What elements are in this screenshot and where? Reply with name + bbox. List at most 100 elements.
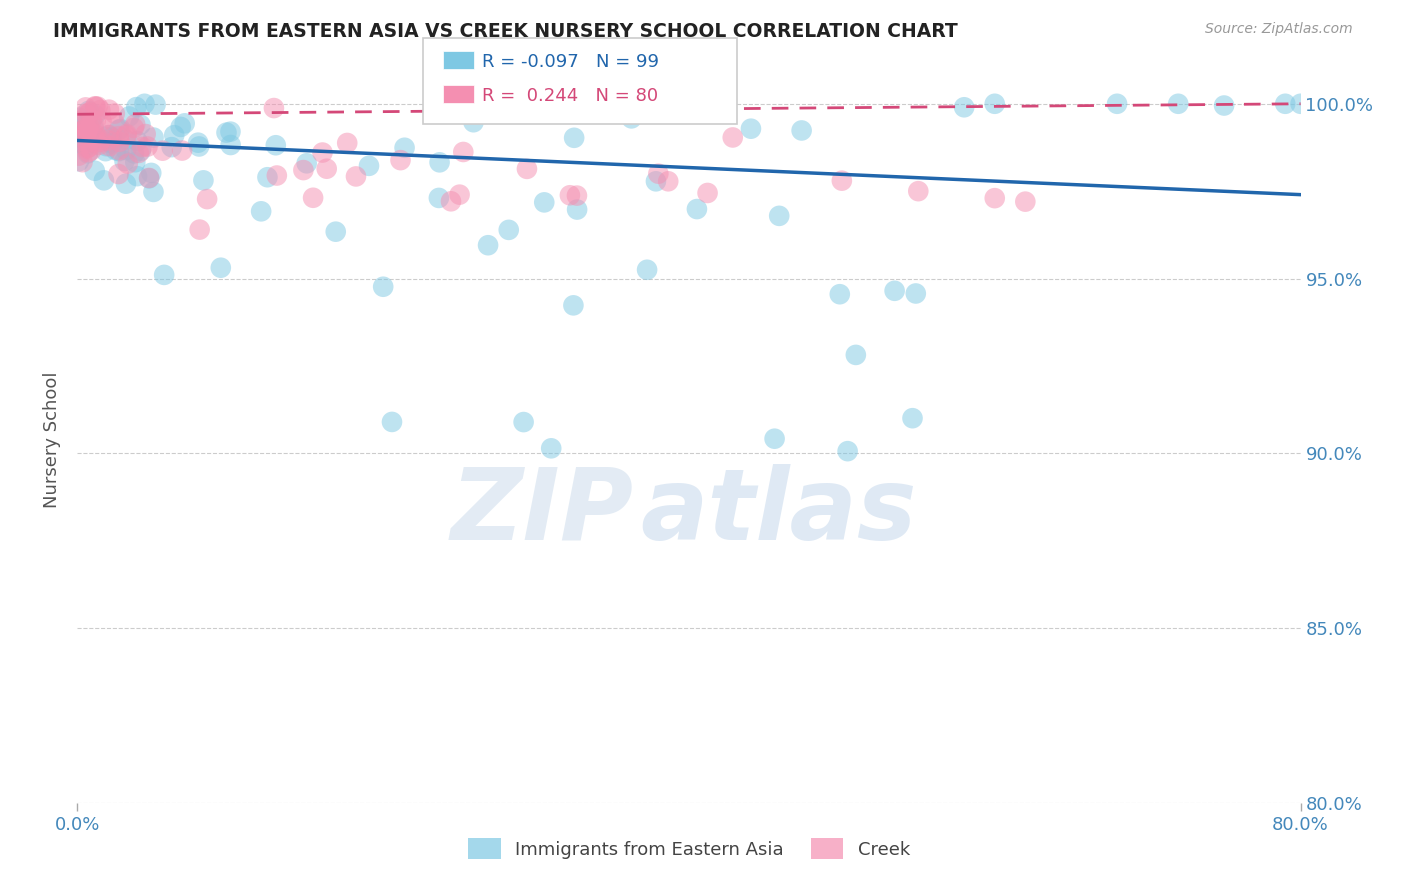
Point [1014, 194, 1036, 209]
Point [97, 128, 120, 142]
Point [562, 130, 585, 145]
Point [77, 145, 100, 160]
Point [1289, 96, 1312, 111]
Point [67, 154, 90, 169]
Point [266, 169, 288, 183]
Point [138, 170, 160, 185]
Point [72, 137, 94, 152]
Point [463, 115, 485, 129]
Point [170, 120, 193, 134]
Point [80, 144, 103, 158]
Point [311, 145, 333, 160]
Point [67, 111, 90, 125]
Point [142, 185, 165, 199]
Point [565, 188, 588, 202]
Point [645, 174, 668, 188]
Point [195, 192, 218, 206]
Point [187, 136, 209, 150]
Point [127, 169, 149, 183]
Point [763, 432, 786, 446]
Point [696, 186, 718, 200]
Point [163, 128, 186, 143]
Point [89, 103, 111, 117]
Point [828, 287, 851, 301]
Point [141, 166, 163, 180]
Point [75, 120, 97, 135]
Point [336, 136, 359, 150]
Point [498, 223, 520, 237]
Point [263, 101, 285, 115]
Point [118, 110, 141, 124]
Text: R = -0.097   N = 99: R = -0.097 N = 99 [482, 53, 659, 70]
Point [686, 202, 709, 216]
Point [76, 125, 98, 139]
Point [93, 173, 115, 187]
Point [115, 127, 138, 141]
Point [97, 128, 120, 143]
Point [477, 238, 499, 252]
Point [98, 136, 121, 150]
Point [67, 130, 90, 145]
Point [1213, 98, 1236, 112]
Point [104, 106, 127, 120]
Point [193, 173, 215, 187]
Point [152, 144, 174, 158]
Point [70, 119, 93, 133]
Point [84, 113, 107, 128]
Point [76, 146, 98, 161]
Point [381, 415, 404, 429]
Point [122, 120, 145, 135]
Point [104, 117, 127, 131]
Point [76, 142, 98, 156]
Point [302, 191, 325, 205]
Text: R =  0.244   N = 80: R = 0.244 N = 80 [482, 87, 658, 104]
Point [76, 125, 98, 139]
Point [845, 348, 868, 362]
Point [76, 108, 98, 122]
Point [83, 130, 105, 145]
Point [108, 135, 131, 149]
Point [160, 140, 183, 154]
Text: Source: ZipAtlas.com: Source: ZipAtlas.com [1205, 22, 1353, 37]
Point [67, 148, 90, 162]
Point [115, 143, 138, 157]
Point [636, 262, 658, 277]
Point [83, 163, 105, 178]
Point [219, 138, 242, 153]
Point [129, 144, 152, 158]
Point [389, 153, 412, 168]
Point [70, 123, 93, 137]
Point [172, 144, 194, 158]
Point [100, 130, 122, 145]
Point [904, 286, 927, 301]
Point [344, 169, 367, 184]
Point [96, 139, 118, 153]
Point [124, 155, 146, 169]
Point [740, 121, 762, 136]
Point [77, 103, 100, 118]
Point [76, 117, 98, 131]
Point [907, 184, 929, 198]
Point [124, 117, 146, 131]
Point [129, 118, 152, 132]
Point [84, 100, 107, 114]
Point [72, 155, 94, 169]
Point [83, 117, 105, 131]
Point [80, 113, 103, 128]
Point [67, 125, 90, 139]
Point [114, 154, 136, 169]
Point [69, 125, 91, 139]
Point [516, 161, 538, 176]
Point [1107, 96, 1129, 111]
Point [768, 209, 790, 223]
Point [984, 191, 1007, 205]
Point [984, 96, 1007, 111]
Point [115, 177, 138, 191]
Point [153, 268, 176, 282]
Point [837, 444, 859, 458]
Point [79, 105, 101, 120]
Point [115, 128, 138, 143]
Point [77, 140, 100, 154]
Point [75, 139, 97, 153]
Point [108, 122, 131, 136]
